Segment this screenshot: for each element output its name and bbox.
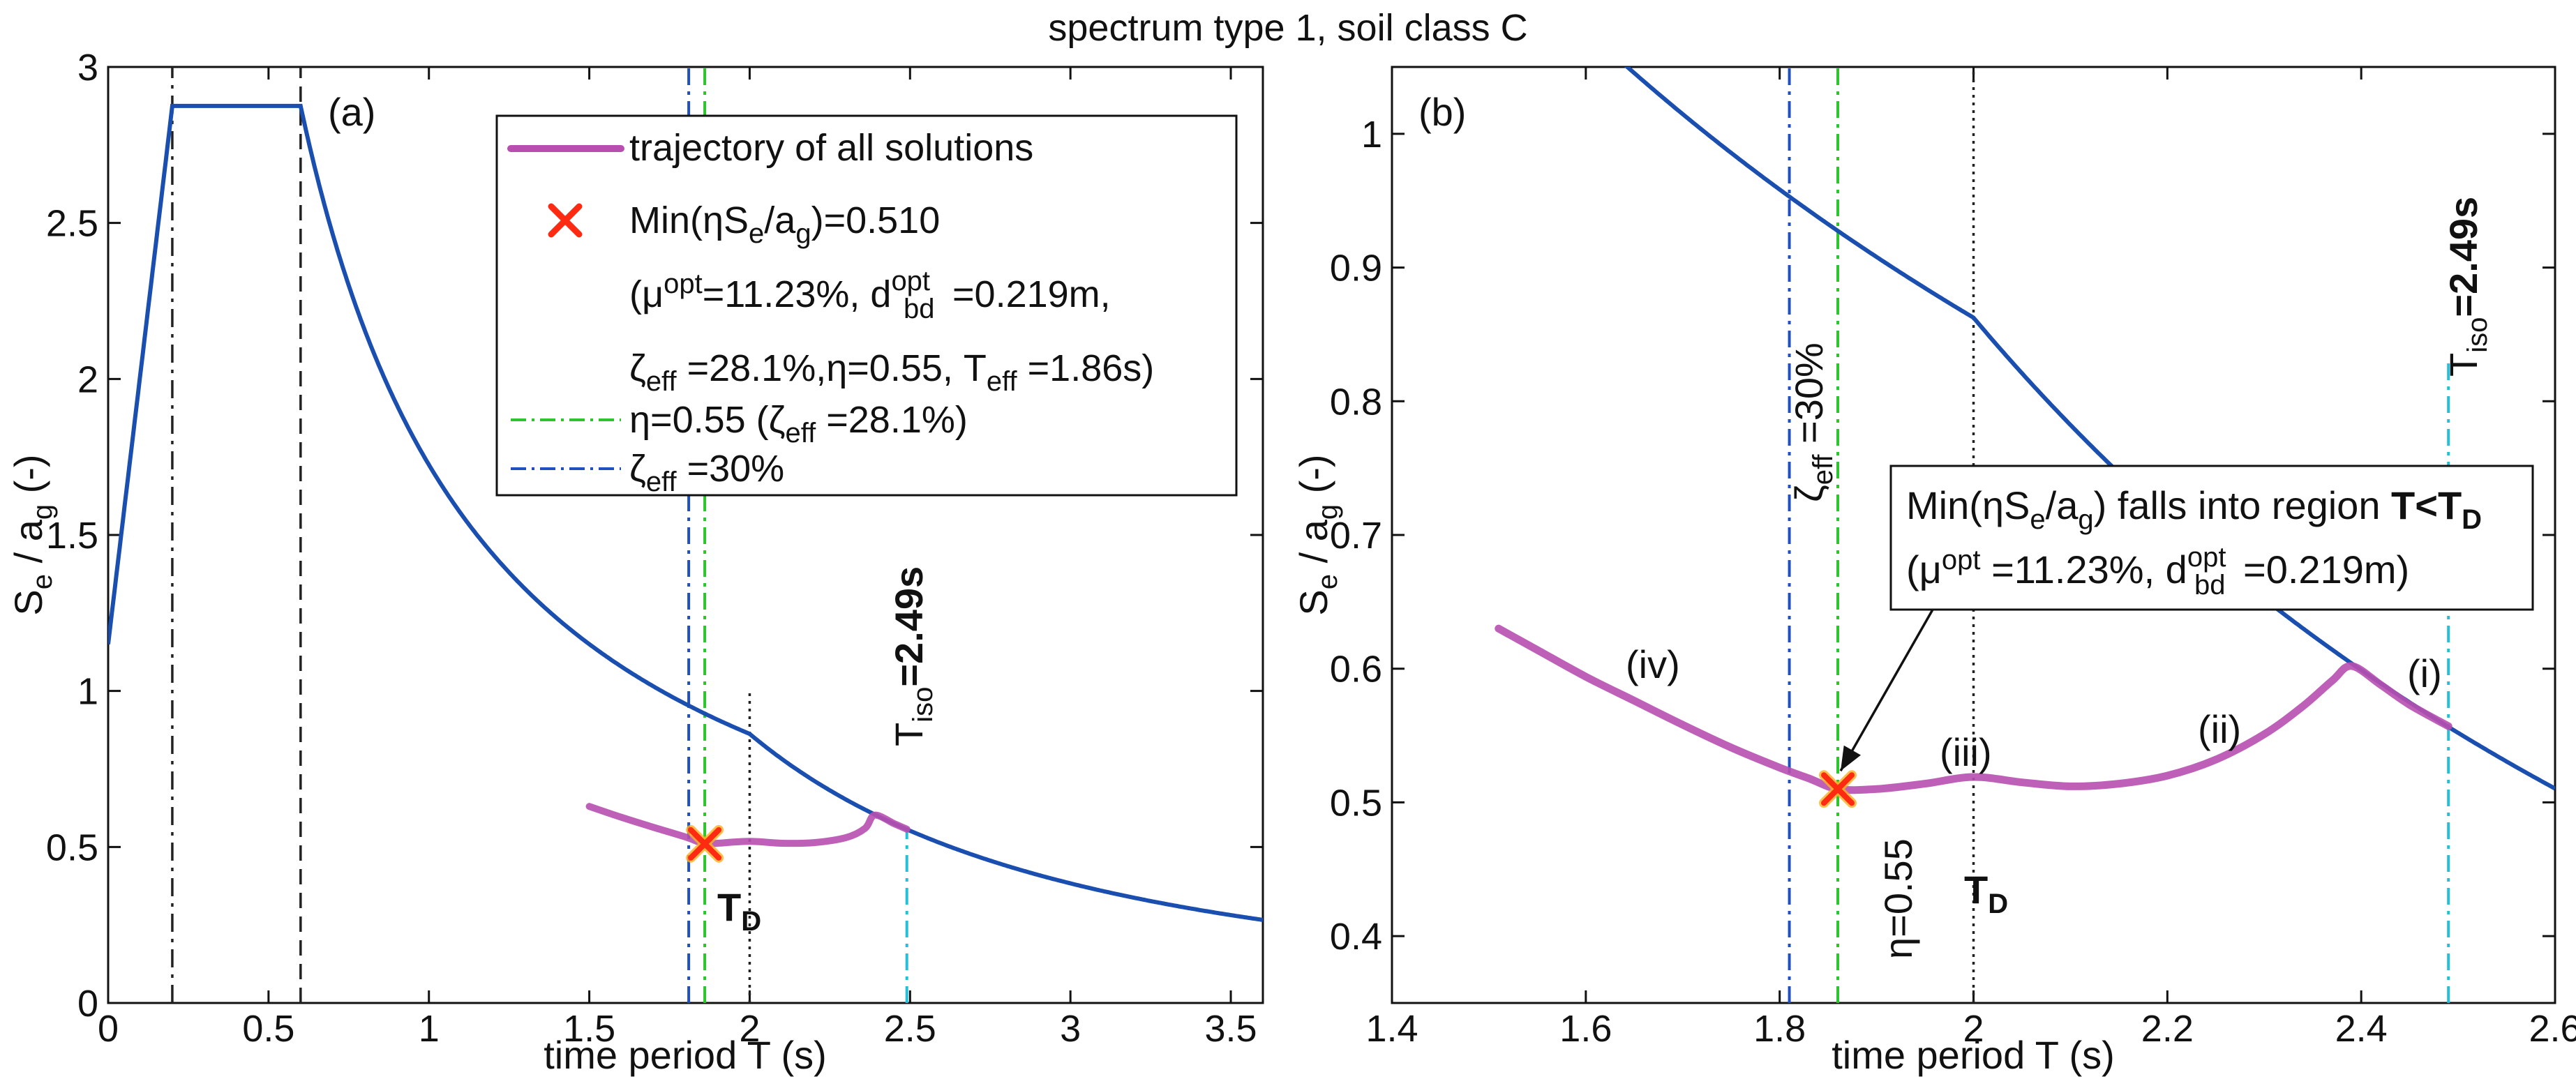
x-tick-label: 1.4 (1365, 1008, 1418, 1050)
y-tick-label: 1 (77, 671, 98, 713)
x-tick-label: 0 (98, 1008, 119, 1050)
y-tick-label: 1 (1361, 114, 1382, 156)
annotation-box-frame (1889, 465, 2534, 611)
panel-a-trajectory-curve (585, 803, 911, 848)
x-tick-label: 1.8 (1753, 1008, 1806, 1050)
figure-title: spectrum type 1, soil class C (1048, 7, 1527, 49)
panel-a-td-label: TD (717, 885, 761, 937)
panel-b-label: (b) (1418, 90, 1466, 134)
panel-b-td-label: TD (1964, 868, 2008, 919)
marker-stroke (688, 827, 722, 861)
y-tick-label: 0.5 (1330, 782, 1382, 824)
legend-trajectory-label: trajectory of all solutions (629, 127, 1033, 169)
panel-a-xlabel: time period T (s) (544, 1033, 827, 1077)
legend-opt-line2: ζeff =28.1%,η=0.55, Teff =1.86s) (629, 347, 1154, 397)
panel-a-legend: trajectory of all solutions Min(ηSe/ag)=… (495, 114, 1238, 497)
panel-a-ylabel: Se / ag (-) (6, 454, 58, 615)
y-tick-label: 0.7 (1330, 515, 1382, 557)
x-tick-label: 3 (1060, 1008, 1081, 1050)
legend-marker-swatch (548, 203, 583, 238)
legend-box (495, 114, 1238, 497)
x-tick-label: 1.6 (1559, 1008, 1612, 1050)
y-tick-label: 2 (77, 359, 98, 400)
x-tick-label: 2 (739, 1008, 760, 1050)
panel-b-eta-vertical-label: η=0.55 (1876, 838, 1920, 959)
legend-eta-label: η=0.55 (ζeff =28.1%) (629, 399, 968, 448)
panel-b-xlabel: time period T (s) (1832, 1033, 2115, 1077)
x-tick-label: 0.5 (242, 1008, 294, 1050)
x-tick-label: 2.4 (2335, 1008, 2388, 1050)
region-label-iii: (iii) (1940, 730, 1992, 774)
y-tick-label: 0.8 (1330, 381, 1382, 423)
y-tick-label: 0.6 (1330, 649, 1382, 691)
region-label-ii: (ii) (2198, 707, 2241, 751)
legend-min-label: Min(ηSe/ag)=0.510 (629, 199, 940, 249)
panel-b-ticks: 1.4 1.6 1.8 2 2.2 2.4 2.6 0.4 0.5 0.6 0.7 0.8 0.9 1 (1330, 67, 2576, 1050)
panel-b-tiso-label: Tiso=2.49s (2441, 197, 2493, 377)
panel-b-chart: 1.4 1.6 1.8 2 2.2 2.4 2.6 0.4 0.5 0.6 0.7 0.8 0.9 1 (… (1291, 66, 2576, 1077)
x-tick-label: 1.5 (563, 1008, 615, 1050)
x-tick-label: 2.6 (2529, 1008, 2576, 1050)
panel-a-chart: 0 0.5 1 1.5 2 2.5 3 3.5 0 0.5 1 1.5 2 2.5 3 (a) time p… (6, 47, 1264, 1077)
arrow-shaft (1839, 609, 1934, 772)
panel-a-spectrum-curve (108, 103, 1263, 922)
x-tick-label: 2.2 (2141, 1008, 2194, 1050)
annotation-box-line2: (μopt =11.23%, dopt bd =0.219m) (1906, 542, 2409, 601)
x-tick-label: 2.5 (884, 1008, 936, 1050)
y-tick-label: 2.5 (46, 203, 98, 245)
region-label-i: (i) (2407, 651, 2442, 695)
panel-a-tiso-label: Tiso=2.49s (887, 566, 938, 746)
panel-b-annotation-box: Min(ηSe/ag) falls into region T<TD (μopt… (1889, 465, 2534, 611)
marker-stroke (1821, 772, 1855, 806)
x-tick-label: 2 (1963, 1008, 1984, 1050)
legend-zeta-label: ζeff =30% (629, 448, 784, 497)
panel-b-trajectory-curve (1495, 624, 2453, 794)
x-tick-label: 3.5 (1204, 1008, 1257, 1050)
y-tick-label: 0 (77, 983, 98, 1025)
panel-b-optimum-marker (1819, 770, 1857, 808)
panel-b-zeta-vertical-label: ζeff =30% (1787, 342, 1839, 502)
annotation-arrow (1839, 609, 1934, 772)
panel-a-label: (a) (328, 90, 375, 134)
y-tick-label: 0.5 (46, 827, 98, 868)
y-tick-label: 0.4 (1330, 916, 1382, 958)
y-tick-label: 3 (77, 47, 98, 89)
panel-a-ticks: 0 0.5 1 1.5 2 2.5 3 3.5 0 0.5 1 1.5 2 2.5 3 (46, 47, 1263, 1050)
y-tick-label: 0.9 (1330, 248, 1382, 289)
panel-a-optimum-marker (686, 824, 724, 863)
x-tick-label: 1 (419, 1008, 440, 1050)
legend-opt-line1: (μopt=11.23%, dopt bd =0.219m, (629, 266, 1111, 324)
arrow-head (1841, 745, 1862, 771)
y-tick-label: 1.5 (46, 515, 98, 557)
panel-b-ylabel: Se / ag (-) (1291, 454, 1343, 615)
region-label-iv: (iv) (1626, 642, 1680, 686)
annotation-box-line1: Min(ηSe/ag) falls into region T<TD (1906, 483, 2482, 535)
